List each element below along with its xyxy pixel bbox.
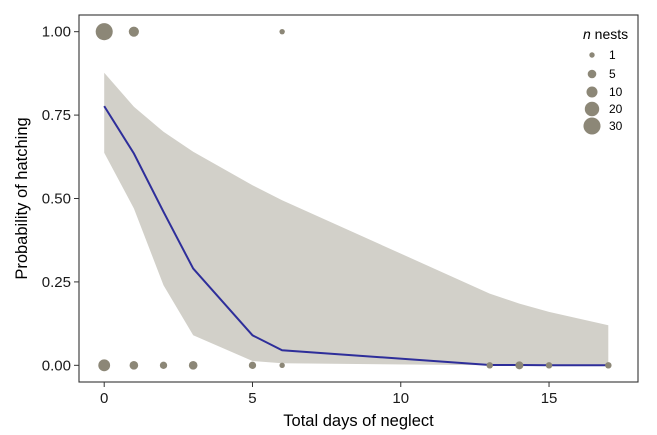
data-point	[159, 361, 168, 369]
y-tick-label: 0.75	[42, 107, 71, 124]
legend-title-nests: nests	[591, 26, 628, 42]
data-point	[129, 361, 139, 370]
data-point	[605, 362, 612, 369]
legend-key	[583, 117, 601, 135]
y-axis-title: Probability of hatching	[13, 117, 31, 279]
confidence-band-layer	[104, 72, 609, 366]
x-tick-label: 0	[100, 390, 108, 407]
legend-key	[584, 101, 600, 117]
legend: n nests 1 5 10 20 30	[583, 26, 628, 135]
data-point	[279, 362, 285, 369]
points-layer	[95, 23, 612, 372]
data-point	[128, 26, 139, 37]
data-point	[486, 362, 493, 369]
legend-key	[589, 52, 595, 58]
x-axis: 0 5 10 15	[100, 382, 557, 407]
legend-title-n: n	[583, 26, 591, 42]
x-tick-label: 5	[248, 390, 256, 407]
legend-label: 10	[609, 85, 623, 99]
y-tick-label: 0.25	[42, 274, 71, 291]
legend-label: 30	[609, 119, 623, 133]
data-point	[248, 361, 257, 369]
legend-title: n nests	[583, 26, 628, 42]
x-axis-title: Total days of neglect	[283, 412, 434, 430]
y-tick-label: 0.50	[42, 191, 71, 208]
confidence-band	[104, 72, 609, 366]
data-point	[188, 361, 198, 370]
data-point	[515, 361, 524, 370]
x-tick-label: 10	[392, 390, 409, 407]
legend-key	[586, 86, 598, 98]
legend-label: 1	[609, 48, 616, 62]
y-axis: 0.00 0.25 0.50 0.75 1.00	[42, 24, 79, 374]
x-tick-label: 15	[541, 390, 558, 407]
y-tick-label: 1.00	[42, 24, 71, 41]
legend-label: 5	[609, 67, 616, 81]
legend-key	[587, 69, 597, 79]
y-tick-label: 0.00	[42, 357, 71, 374]
data-point	[98, 359, 111, 372]
data-point	[545, 362, 553, 369]
legend-label: 20	[609, 102, 623, 116]
fit-line	[103, 105, 609, 367]
data-point	[279, 28, 285, 35]
data-point	[95, 23, 113, 41]
fit-line-layer	[103, 105, 609, 367]
